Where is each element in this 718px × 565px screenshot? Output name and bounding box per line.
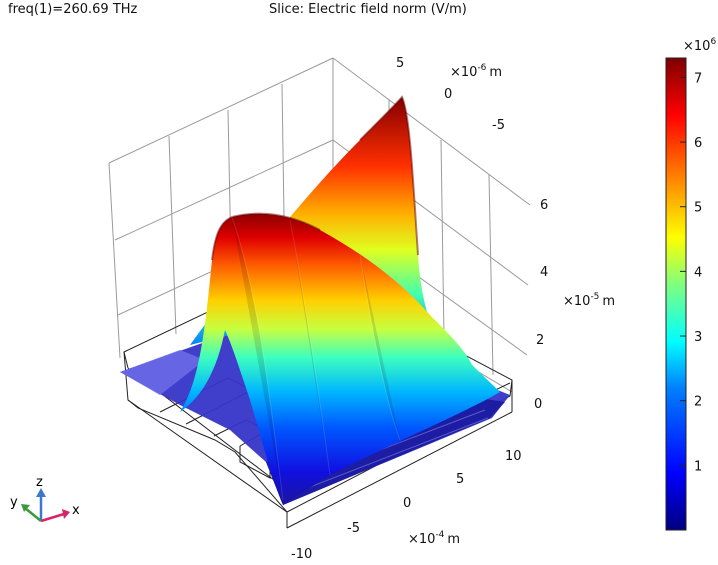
colorbar-tick-label: 7 <box>694 71 702 86</box>
y-tick-minus5: -5 <box>347 521 360 536</box>
triad-y-label: y <box>10 495 18 510</box>
surface-front-ridge <box>180 213 500 506</box>
colorbar-multiplier: ×106 <box>683 37 716 54</box>
frequency-label: freq(1)=260.69 THz <box>8 2 138 17</box>
colorbar-gradient <box>665 57 687 531</box>
colorbar-tick-label: 5 <box>694 201 702 216</box>
colorbar-tick-label: 1 <box>694 459 702 474</box>
colorbar-tick-label: 2 <box>694 395 702 410</box>
triad-z-head <box>36 488 46 497</box>
x-tick-5: 5 <box>396 56 404 71</box>
x-tick-0: 0 <box>444 87 452 102</box>
triad-x-head <box>62 509 70 519</box>
triad-x-arrow <box>40 512 65 523</box>
y-axis-unit: ×10-4 m <box>408 530 460 547</box>
colorbar-tick-label: 4 <box>694 265 702 280</box>
y-tick-10: 10 <box>505 449 522 464</box>
y-tick-0: 0 <box>403 496 411 511</box>
axis-triad: z x y <box>10 475 80 523</box>
triad-y-arrow <box>24 507 42 522</box>
z-tick-4: 4 <box>540 265 548 280</box>
z-axis-unit: ×10-5 m <box>563 292 615 309</box>
y-tick-minus10: -10 <box>291 547 312 562</box>
z-tick-2: 2 <box>536 333 544 348</box>
colorbar-tick-label: 6 <box>694 136 702 151</box>
x-axis-unit: ×10-6 m <box>450 63 502 80</box>
z-tick-0: 0 <box>534 397 542 412</box>
colorbar-ticks: 1 2 3 4 5 6 7 <box>680 71 702 474</box>
z-axis: 6 4 2 0 ×10-5 m <box>534 198 615 412</box>
z-tick-6: 6 <box>540 198 548 213</box>
colorbar-tick-label: 3 <box>694 330 702 345</box>
y-tick-5: 5 <box>456 472 464 487</box>
x-axis: 5 0 -5 ×10-6 m <box>396 56 505 133</box>
plot-title: Slice: Electric field norm (V/m) <box>269 2 467 17</box>
y-axis: -10 -5 0 5 10 ×10-4 m <box>291 449 522 562</box>
triad-z-label: z <box>36 475 43 490</box>
colorbar: 1 2 3 4 5 6 7 ×106 <box>665 37 716 531</box>
x-tick-minus5: -5 <box>492 118 505 133</box>
triad-y-head <box>21 504 30 512</box>
triad-x-label: x <box>72 503 80 518</box>
